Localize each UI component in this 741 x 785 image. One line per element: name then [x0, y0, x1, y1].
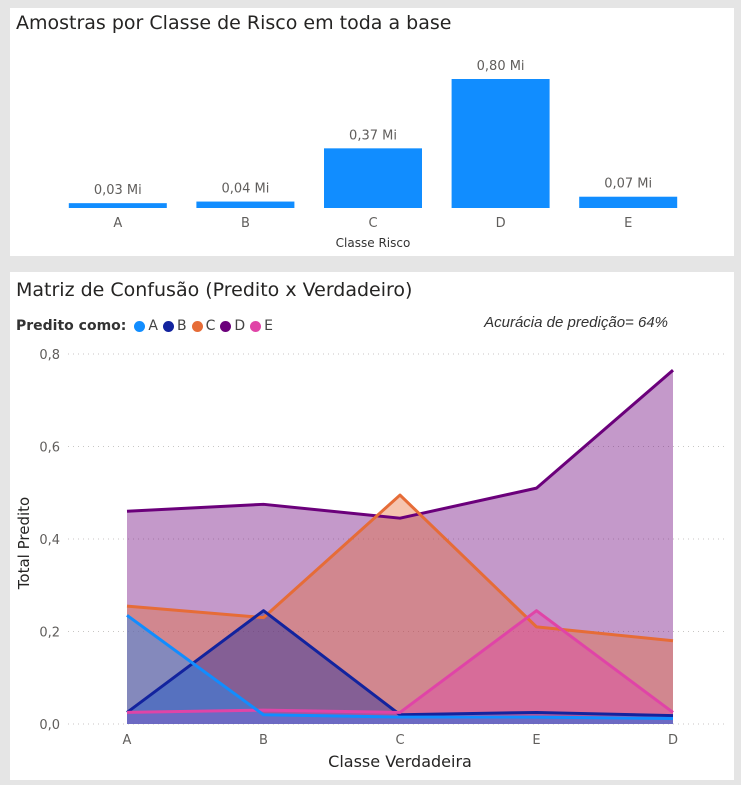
y-tick-label: 0,2 — [39, 626, 60, 641]
area-fill-D — [127, 370, 673, 724]
area-chart: 0,0 0,2 0,4 0,6 0,8 A B C E D Classe Verdadeira Tot… — [15, 348, 726, 771]
x-tick-label: D — [496, 216, 506, 231]
bar-D[interactable] — [451, 79, 550, 208]
legend-marker — [134, 320, 146, 332]
x-tick-label: D — [668, 733, 678, 748]
area-fill-B — [127, 610, 673, 724]
bar-C[interactable] — [324, 148, 422, 208]
series-line-A[interactable] — [126, 614, 674, 720]
legend-title: Predito como: — [16, 318, 127, 334]
legend-items: A B C D E — [134, 318, 278, 334]
y-tick-label: 0,4 — [39, 533, 60, 548]
bar-data-label: 0,37 Mi — [349, 128, 397, 143]
y-axis-title: Total Predito — [15, 497, 33, 590]
chart-legend: Predito como: A B C D E — [16, 316, 278, 336]
series-line-E[interactable] — [126, 609, 674, 714]
area-chart-card: Matriz de Confusão (Predito x Verdadeiro… — [10, 272, 734, 780]
series-line-B[interactable] — [126, 609, 674, 718]
bar-data-label: 0,04 Mi — [221, 182, 269, 197]
x-tick-label: E — [532, 733, 540, 748]
legend-marker — [191, 320, 203, 332]
x-tick-label: B — [259, 733, 268, 748]
bar-E[interactable] — [579, 196, 678, 208]
x-axis-title: Classe Risco — [336, 236, 411, 250]
bar-B[interactable] — [196, 201, 295, 208]
area-fill-A — [127, 615, 673, 724]
y-tick-label: 0,8 — [39, 348, 60, 363]
legend-marker — [250, 320, 262, 332]
area-fill-E — [127, 610, 673, 724]
legend-item-C[interactable]: C — [191, 318, 216, 334]
legend-item-E[interactable]: E — [250, 318, 273, 334]
legend-label: E — [264, 318, 273, 334]
bar-chart-card: Amostras por Classe de Risco em toda a b… — [10, 8, 734, 256]
x-tick-label: C — [395, 733, 404, 748]
y-tick-label: 0,6 — [39, 441, 60, 456]
bar-data-label: 0,07 Mi — [604, 177, 652, 192]
legend-marker — [162, 320, 174, 332]
legend-item-D[interactable]: D — [220, 318, 245, 334]
legend-label: D — [234, 318, 246, 334]
legend-marker — [220, 320, 232, 332]
bar-chart: 0,03 Mi A 0,04 Mi B 0,37 Mi C 0,80 Mi D 0,07 Mi E… — [68, 59, 678, 250]
legend-label: B — [176, 318, 187, 334]
x-tick-label: E — [624, 216, 632, 231]
series-line-C[interactable] — [126, 493, 674, 643]
accuracy-label: Acurácia de predição= 64% — [484, 314, 668, 331]
bar-data-label: 0,03 Mi — [94, 183, 142, 198]
area-fill-C — [127, 495, 673, 724]
series-line-D[interactable] — [126, 369, 674, 520]
legend-label: A — [148, 318, 158, 334]
legend-item-B[interactable]: B — [162, 318, 187, 334]
bar-chart-title: Amostras por Classe de Risco em toda a b… — [16, 12, 452, 34]
legend-label: C — [205, 318, 216, 334]
x-tick-label: A — [113, 216, 122, 231]
x-tick-label: B — [241, 216, 250, 231]
legend-item-A[interactable]: A — [134, 318, 158, 334]
bar-data-label: 0,80 Mi — [477, 59, 525, 74]
y-tick-label: 0,0 — [39, 718, 60, 733]
x-axis-title: Classe Verdadeira — [328, 752, 472, 771]
x-tick-label: A — [123, 733, 132, 748]
area-chart-title: Matriz de Confusão (Predito x Verdadeiro… — [16, 279, 413, 301]
x-tick-label: C — [368, 216, 377, 231]
bar-A[interactable] — [68, 203, 167, 208]
